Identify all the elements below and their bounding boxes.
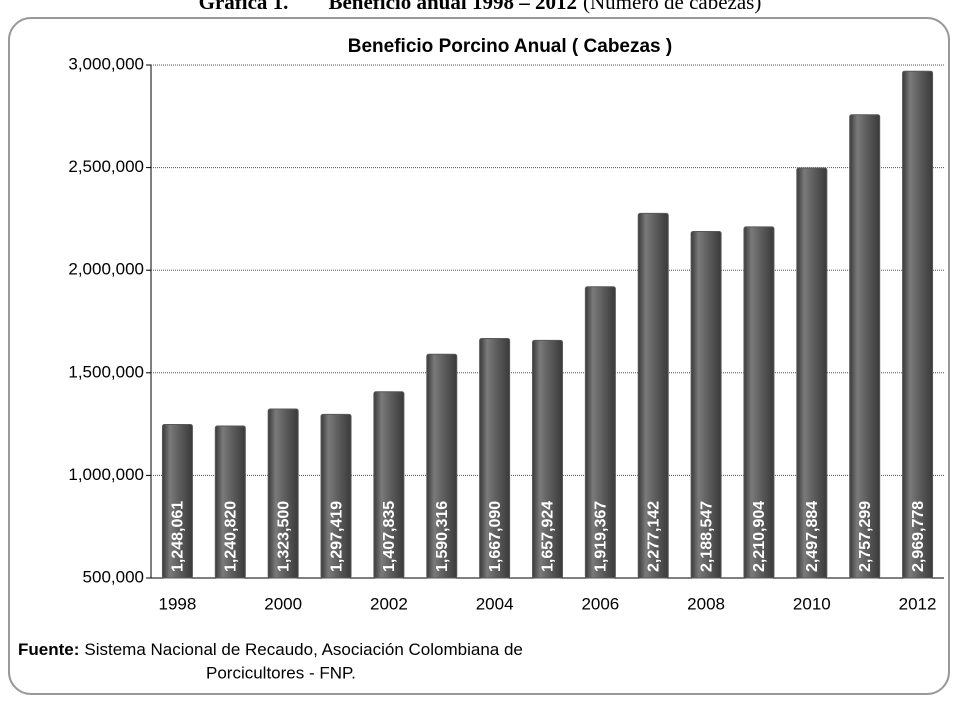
- value-label: 1,323,500: [275, 501, 292, 572]
- x-tick-label: 2010: [793, 594, 831, 613]
- caption: Gráfica 1. Beneficio anual 1998 – 2012 (Nú…: [199, 0, 762, 14]
- bar: [161, 423, 193, 579]
- value-label: 1,407,835: [381, 501, 398, 572]
- x-tick-label: 2000: [264, 594, 302, 613]
- bar: [320, 413, 352, 579]
- y-tick-label: 3,000,000: [68, 54, 144, 73]
- value-label: 1,667,090: [487, 501, 504, 572]
- caption-unit: (Número de cabezas): [583, 0, 761, 14]
- value-label: 1,657,924: [540, 501, 557, 572]
- plot: 500,000 1,000,000 1,500,000 2,000,000 2,500,…: [68, 54, 944, 613]
- bar: [849, 114, 881, 579]
- bar: [214, 425, 246, 579]
- value-label: 1,297,419: [328, 501, 345, 572]
- source-line: Porcicultores - FNP.: [206, 663, 356, 682]
- value-label: 2,188,547: [698, 501, 715, 572]
- x-tick-label: 2004: [476, 594, 514, 613]
- x-tick-label: 2012: [899, 594, 937, 613]
- bar: [267, 408, 299, 579]
- source: Fuente: Sistema Nacional de Recaudo, Asoc…: [18, 640, 523, 659]
- bar: [479, 338, 511, 579]
- value-label: 2,969,778: [910, 501, 927, 572]
- source-label: Fuente:: [18, 640, 79, 659]
- y-tick-label: 1,000,000: [68, 465, 144, 484]
- caption-number: Gráfica 1.: [199, 0, 289, 14]
- bar: [426, 353, 458, 579]
- chart-title: Beneficio Porcino Anual ( Cabezas ): [348, 36, 672, 57]
- value-label: 2,210,904: [751, 501, 768, 572]
- bar: [690, 231, 722, 579]
- bar: [584, 286, 616, 579]
- source-line: Sistema Nacional de Recaudo, Asociación …: [84, 640, 522, 659]
- value-label: 1,248,061: [170, 501, 187, 572]
- y-tick-label: 2,000,000: [68, 260, 144, 279]
- value-label: 2,497,884: [804, 501, 821, 572]
- value-label: 1,919,367: [593, 501, 610, 572]
- value-label: 1,240,820: [223, 501, 240, 572]
- bar: [902, 70, 934, 579]
- value-label: 2,277,142: [645, 501, 662, 572]
- x-tick-label: 2008: [687, 594, 725, 613]
- y-tick-label: 2,500,000: [68, 157, 144, 176]
- x-tick-label: 1998: [159, 594, 197, 613]
- x-tick-label: 2006: [581, 594, 619, 613]
- y-tick-label: 1,500,000: [68, 362, 144, 381]
- caption-title: Beneficio anual 1998 – 2012: [328, 0, 577, 14]
- bar: [796, 167, 828, 579]
- bar: [637, 212, 669, 579]
- x-tick-label: 2002: [370, 594, 408, 613]
- bar: [532, 339, 563, 579]
- bar: [743, 226, 775, 579]
- bar: [373, 391, 405, 579]
- value-label: 2,757,299: [857, 501, 874, 572]
- y-tick-label: 500,000: [83, 567, 144, 586]
- value-label: 1,590,316: [434, 501, 451, 572]
